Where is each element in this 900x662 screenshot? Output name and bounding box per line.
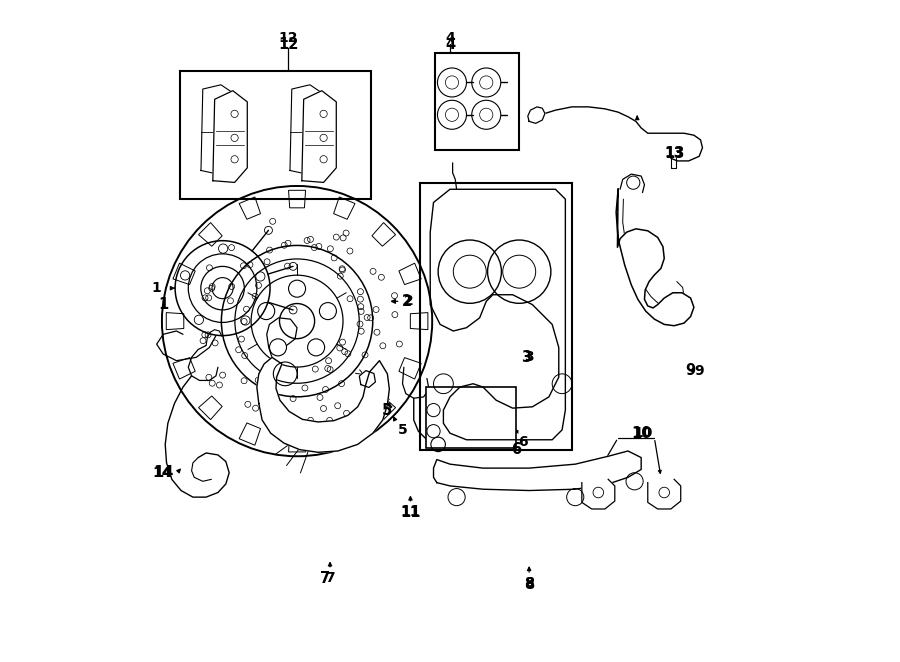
Polygon shape: [256, 357, 390, 452]
Text: 3: 3: [525, 350, 534, 364]
Text: 9: 9: [695, 363, 704, 377]
Text: 13: 13: [664, 146, 684, 160]
Text: 8: 8: [524, 577, 535, 592]
Text: 12: 12: [278, 36, 299, 52]
Text: 8: 8: [524, 577, 534, 591]
Text: 5: 5: [398, 423, 408, 437]
Text: 5: 5: [382, 402, 392, 418]
Polygon shape: [302, 91, 337, 183]
Polygon shape: [581, 479, 615, 509]
Text: 6: 6: [518, 435, 527, 449]
Polygon shape: [212, 91, 248, 183]
Text: 12: 12: [279, 30, 298, 44]
Text: 7: 7: [325, 571, 335, 585]
Circle shape: [427, 424, 440, 438]
Bar: [180, 71, 371, 199]
Text: 14: 14: [152, 466, 172, 480]
Text: 2: 2: [404, 295, 414, 308]
Text: 2: 2: [402, 294, 412, 309]
Bar: [420, 183, 572, 449]
Text: 7: 7: [320, 571, 329, 586]
Text: 9: 9: [686, 363, 696, 378]
Text: 10: 10: [631, 426, 652, 441]
Text: 11: 11: [400, 505, 420, 520]
Polygon shape: [434, 451, 641, 491]
Bar: [436, 53, 519, 150]
Text: 14: 14: [153, 465, 174, 480]
Text: 4: 4: [446, 30, 454, 44]
Text: 11: 11: [400, 505, 420, 519]
Polygon shape: [359, 371, 375, 387]
Text: 3: 3: [521, 350, 531, 365]
Text: 10: 10: [634, 426, 652, 440]
Polygon shape: [648, 479, 680, 509]
Bar: [426, 387, 516, 448]
Text: 1: 1: [152, 281, 161, 295]
Polygon shape: [527, 107, 544, 123]
Circle shape: [427, 404, 440, 416]
Polygon shape: [616, 189, 694, 326]
Text: 1: 1: [158, 297, 168, 312]
Text: 13: 13: [664, 146, 684, 160]
Text: 4: 4: [445, 36, 455, 52]
Text: 6: 6: [511, 442, 521, 457]
